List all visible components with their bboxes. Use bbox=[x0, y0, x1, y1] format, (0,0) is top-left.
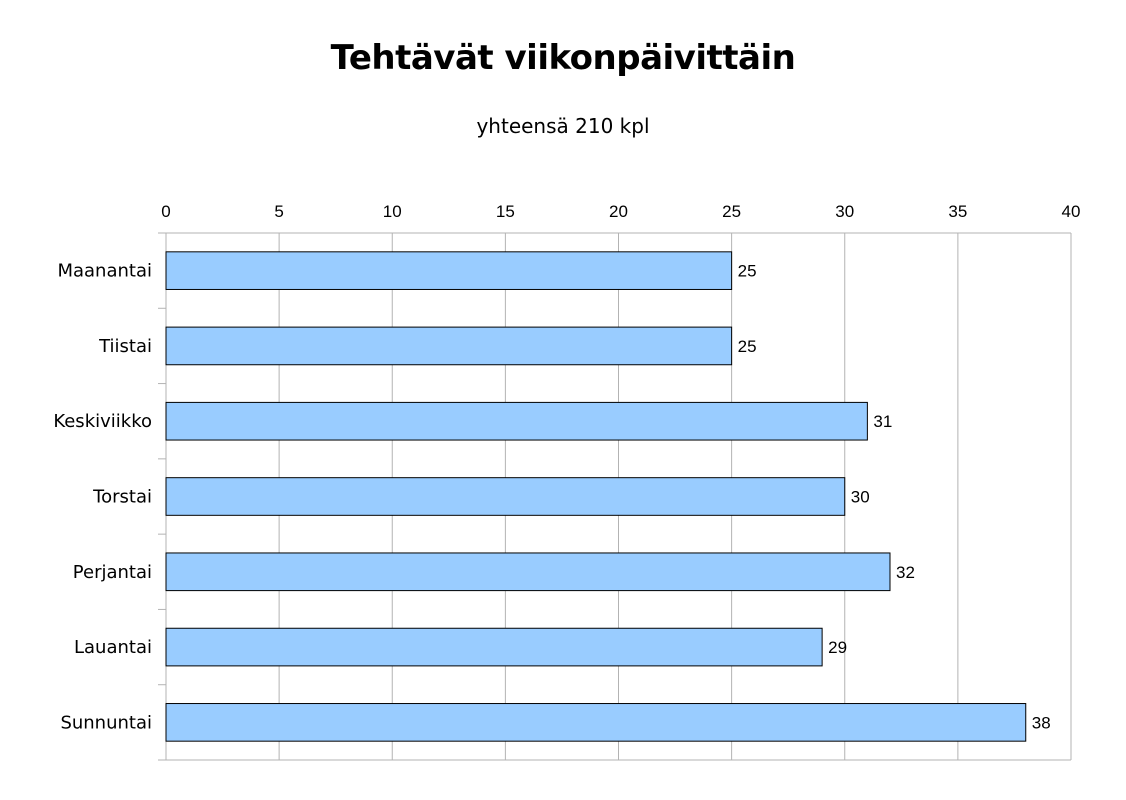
chart-title: Tehtävät viikonpäivittäin bbox=[330, 38, 796, 78]
chart-subtitle: yhteensä 210 kpl bbox=[476, 114, 650, 138]
x-tick-label: 35 bbox=[948, 202, 967, 221]
data-label: 31 bbox=[873, 412, 892, 431]
x-tick-label: 0 bbox=[161, 202, 170, 221]
data-label: 30 bbox=[851, 488, 870, 507]
bar bbox=[165, 552, 891, 592]
category-label: Maanantai bbox=[57, 261, 152, 282]
data-label: 32 bbox=[896, 563, 915, 582]
x-tick-label: 5 bbox=[274, 202, 283, 221]
data-label: 38 bbox=[1032, 713, 1051, 732]
x-tick-label: 40 bbox=[1062, 202, 1081, 221]
data-label: 25 bbox=[738, 337, 757, 356]
category-label: Tiistai bbox=[98, 336, 152, 357]
data-label: 29 bbox=[828, 638, 847, 657]
bar bbox=[165, 401, 868, 441]
data-label: 25 bbox=[738, 262, 757, 281]
x-tick-label: 15 bbox=[496, 202, 515, 221]
x-tick-label: 10 bbox=[383, 202, 402, 221]
bar bbox=[165, 477, 846, 516]
category-label: Torstai bbox=[92, 487, 152, 508]
category-label: Perjantai bbox=[73, 562, 152, 583]
x-tick-label: 25 bbox=[722, 202, 741, 221]
x-tick-label: 20 bbox=[609, 202, 628, 221]
bar bbox=[165, 703, 1027, 742]
category-label: Lauantai bbox=[74, 637, 152, 658]
category-label: Keskiviikko bbox=[53, 411, 152, 432]
bar bbox=[165, 627, 823, 667]
bar bbox=[165, 251, 733, 290]
category-label: Sunnuntai bbox=[60, 712, 152, 733]
bar bbox=[165, 326, 733, 366]
x-tick-label: 30 bbox=[835, 202, 854, 221]
